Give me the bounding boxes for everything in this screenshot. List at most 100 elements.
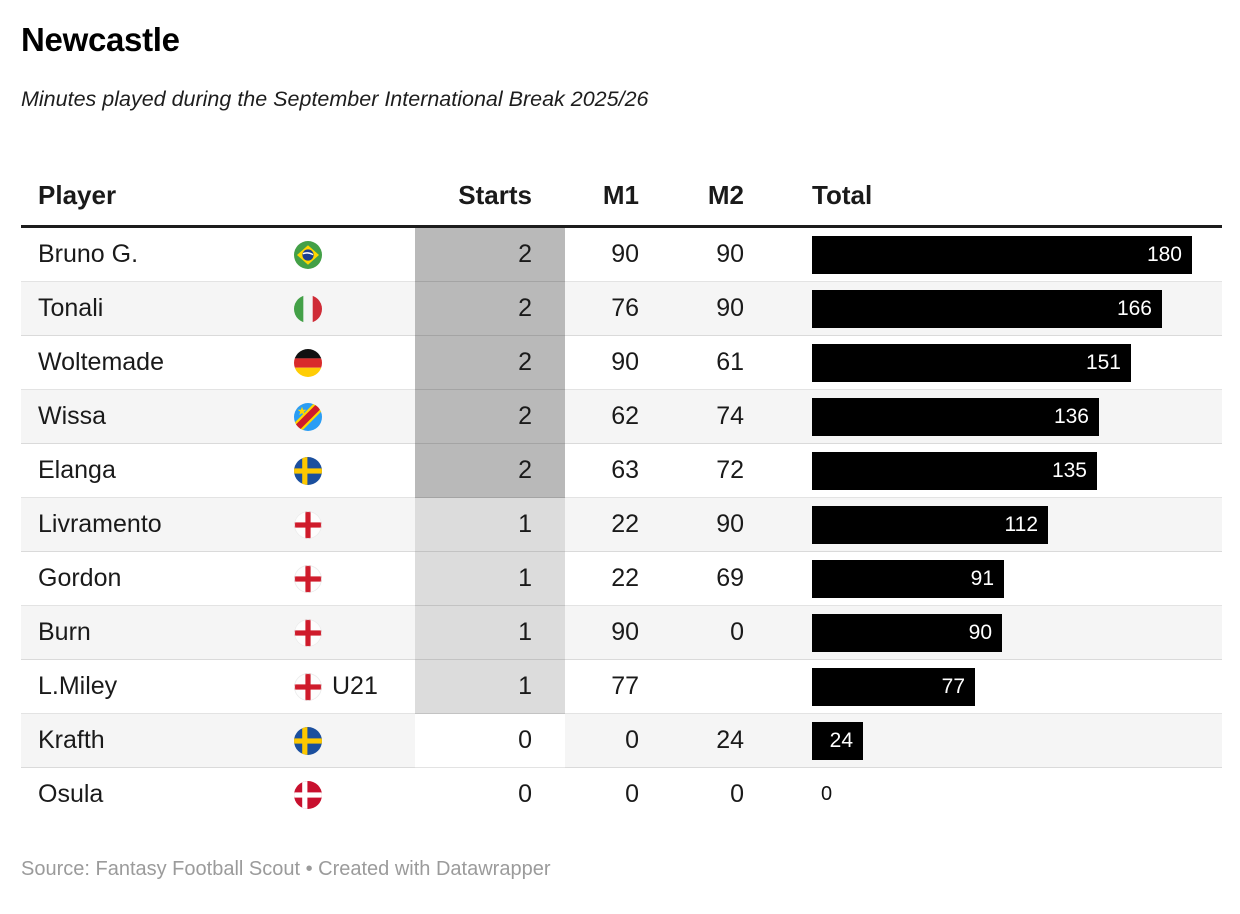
flag-cell <box>292 335 415 390</box>
flag-cell: U21 <box>292 659 415 714</box>
m2-cell: 69 <box>653 551 748 606</box>
starts-cell: 2 <box>415 335 565 390</box>
player-name-cell: Woltemade <box>21 335 292 390</box>
player-name: Bruno G. <box>38 240 139 269</box>
flag-wrap <box>294 618 414 647</box>
starts-cell: 2 <box>415 226 565 282</box>
starts-cell: 2 <box>415 281 565 336</box>
m1-cell: 22 <box>565 497 653 552</box>
starts-cell: 1 <box>415 497 565 552</box>
flag-england-icon <box>294 564 322 593</box>
total-bar-label: 112 <box>1004 512 1038 536</box>
player-name: L.Miley <box>38 672 118 701</box>
starts-cell: 1 <box>415 551 565 606</box>
player-name-cell: Bruno G. <box>21 227 292 282</box>
player-name: Burn <box>38 618 91 647</box>
total-bar-label: 135 <box>1051 458 1087 482</box>
player-name: Krafth <box>38 726 105 755</box>
player-name-cell: Tonali <box>21 281 292 336</box>
flag-denmark-icon <box>294 780 322 809</box>
total-cell: 151 <box>748 335 1222 390</box>
player-name-cell: Elanga <box>21 443 292 498</box>
total-cell: 135 <box>748 443 1222 498</box>
total-bar-label: 90 <box>968 620 992 644</box>
starts-cell: 2 <box>415 443 565 498</box>
m1-cell: 0 <box>565 767 653 822</box>
flag-england-icon <box>294 672 322 701</box>
total-bar-label: 136 <box>1053 404 1089 428</box>
total-bar-label: 91 <box>970 566 994 590</box>
flag-cell <box>292 497 415 552</box>
flag-cell <box>292 389 415 444</box>
total-bar: 91 <box>812 559 1004 598</box>
total-bar-label: 77 <box>941 674 965 698</box>
flag-wrap <box>294 456 414 485</box>
flag-cell <box>292 767 415 822</box>
flag-england-icon <box>294 618 322 647</box>
flag-sweden-icon <box>294 456 322 485</box>
flag-brazil-icon <box>294 240 322 269</box>
m2-cell: 90 <box>653 497 748 552</box>
total-cell: 166 <box>748 281 1222 336</box>
table-row: Burn 1 90 0 90 <box>21 605 1222 660</box>
m2-cell <box>653 659 748 714</box>
total-cell: 90 <box>748 605 1222 660</box>
flag-wrap: U21 <box>294 672 414 701</box>
flag-cell <box>292 443 415 498</box>
flag-cell <box>292 281 415 336</box>
total-bar-label: 151 <box>1085 350 1121 374</box>
chart-subtitle: Minutes played during the September Inte… <box>21 87 649 112</box>
table-row: Gordon 1 22 69 91 <box>21 551 1222 606</box>
flag-wrap <box>294 240 414 269</box>
m2-cell: 0 <box>653 767 748 822</box>
source-attribution: Source: Fantasy Football Scout • Created… <box>21 858 551 881</box>
flag-england-icon <box>294 510 322 539</box>
minutes-table: Player Starts M1 M2 Total Bruno G. 2 90 … <box>21 165 1222 822</box>
total-bar: 90 <box>812 613 1002 652</box>
m1-cell: 63 <box>565 443 653 498</box>
table-row: Krafth 0 0 24 24 <box>21 713 1222 768</box>
total-bar-label: 180 <box>1146 242 1182 266</box>
col-header-flag <box>292 165 415 229</box>
player-name: Wissa <box>38 402 107 431</box>
m1-cell: 90 <box>565 605 653 660</box>
m2-cell: 0 <box>653 605 748 660</box>
flag-wrap <box>294 510 414 539</box>
flag-italy-icon <box>294 294 322 323</box>
total-bar: 166 <box>812 289 1162 328</box>
flag-germany-icon <box>294 348 322 377</box>
total-bar-label: 0 <box>821 783 833 806</box>
flag-cell <box>292 605 415 660</box>
total-bar: 136 <box>812 397 1099 436</box>
table-row: Wissa 2 62 74 136 <box>21 389 1222 444</box>
table-row: Bruno G. 2 90 90 180 <box>21 226 1222 282</box>
m2-cell: 90 <box>716 240 744 269</box>
player-name: Gordon <box>38 564 122 593</box>
m1-cell: 0 <box>565 713 653 768</box>
m2-cell: 61 <box>653 335 748 390</box>
starts-cell: 0 <box>415 767 565 822</box>
total-bar-label: 24 <box>829 728 853 752</box>
total-cell: 24 <box>748 713 1222 768</box>
col-header-m1: M1 <box>565 165 653 229</box>
flag-cell <box>292 227 415 282</box>
player-name-cell: Livramento <box>21 497 292 552</box>
total-bar: 180 <box>812 235 1192 274</box>
flag-wrap <box>294 348 414 377</box>
total-bar: 112 <box>812 505 1048 544</box>
total-bar-label: 166 <box>1116 296 1152 320</box>
col-header-m2: M2 <box>653 165 748 229</box>
table-row: L.Miley U21 1 77 77 <box>21 659 1222 714</box>
player-name: Osula <box>38 780 104 809</box>
col-header-player: Player <box>21 165 292 229</box>
table-row: Osula 0 0 0 0 <box>21 767 1222 822</box>
flag-extra-label: U21 <box>332 672 378 701</box>
total-cell: 0 <box>748 767 1222 822</box>
total-cell: 136 <box>748 389 1222 444</box>
m2-cell: 24 <box>653 713 748 768</box>
starts-cell: 2 <box>415 389 565 444</box>
col-header-starts: Starts <box>415 165 565 229</box>
player-name: Tonali <box>38 294 104 323</box>
starts-cell: 1 <box>415 605 565 660</box>
player-name-cell: Gordon <box>21 551 292 606</box>
